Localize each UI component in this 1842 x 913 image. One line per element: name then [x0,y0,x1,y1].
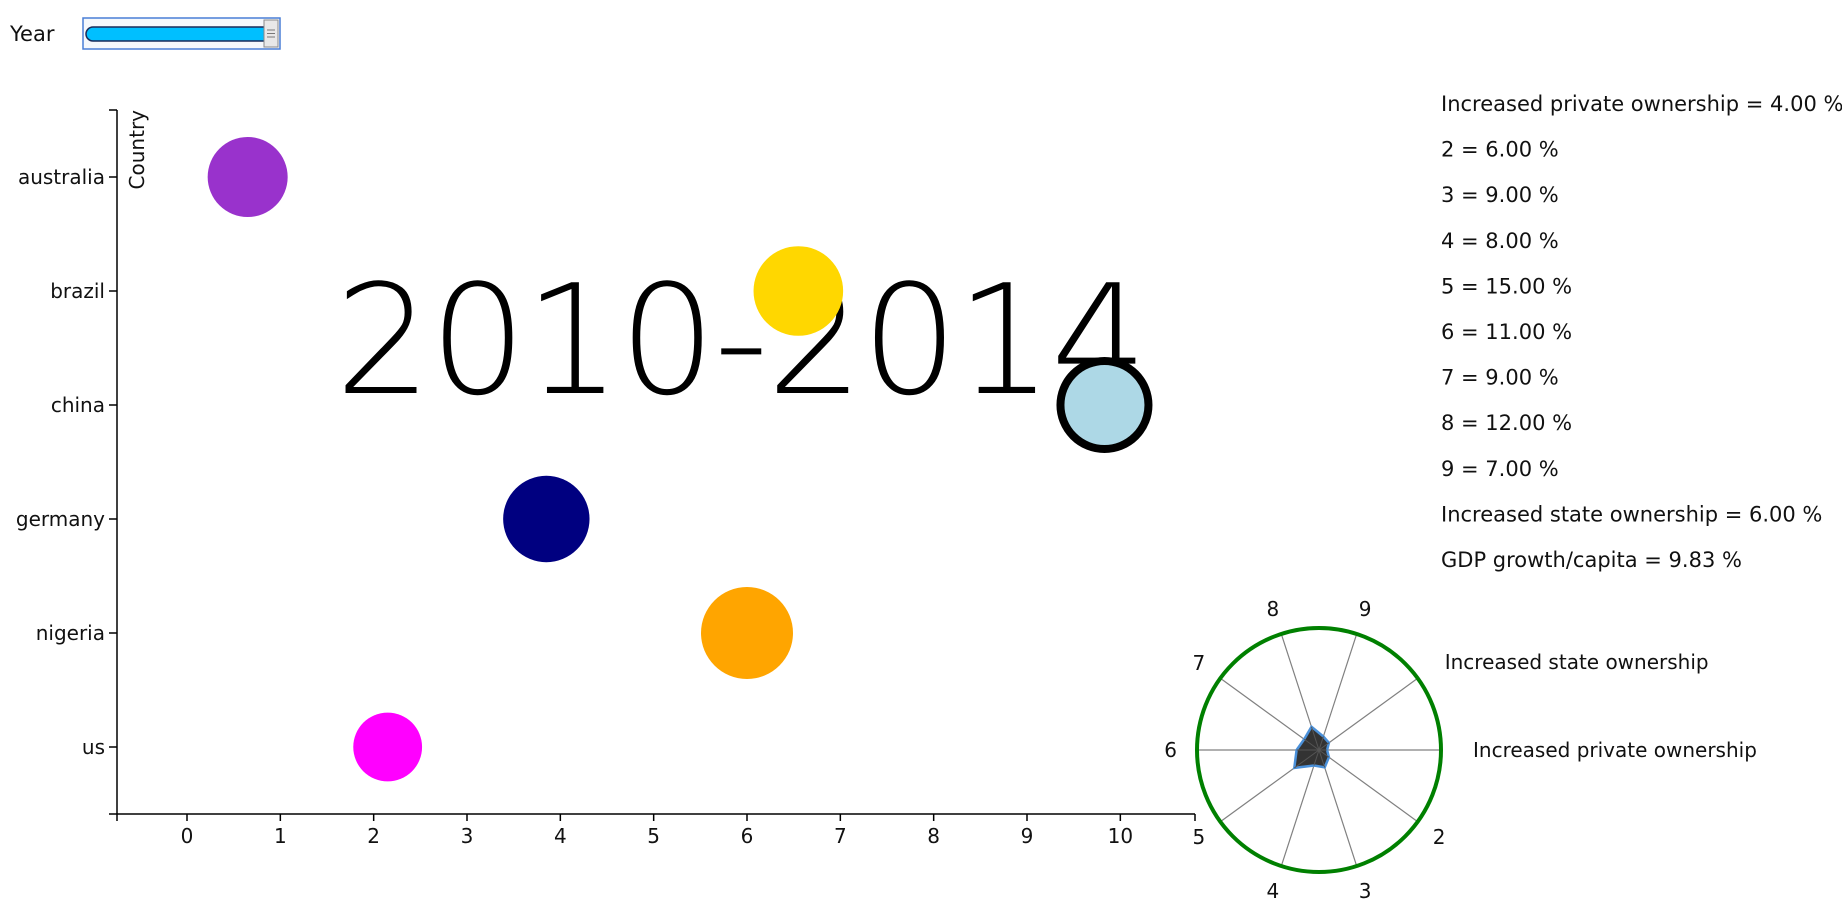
radar-inner-spoke [1313,749,1320,766]
x-tick-label: 1 [274,824,287,848]
radar-inner-spoke [1318,749,1330,758]
readout-line: 9 = 7.00 % [1441,457,1559,481]
x-tick-label: 7 [834,824,847,848]
year-slider-thumb[interactable] [263,19,279,48]
radar-axis-label: Increased state ownership [1445,650,1709,674]
x-axis: 0 1 2 3 4 5 6 7 8 9 10 [116,813,1196,848]
radar-axis-label: Increased private ownership [1473,738,1757,762]
x-tick-label: 2 [367,824,380,848]
readout-line: Increased private ownership = 4.00 % [1441,92,1842,116]
y-tick-label-us: us [82,735,105,759]
readout-line: 4 = 8.00 % [1441,229,1559,253]
readout-line: 6 = 11.00 % [1441,320,1572,344]
readout-line: 8 = 12.00 % [1441,411,1572,435]
y-tick-label-brazil: brazil [50,279,105,303]
x-tick-label: 5 [647,824,660,848]
radar-axis-label: 5 [1193,825,1206,849]
year-label: Year [9,22,55,46]
y-axis: australia brazil china germany nigeria us [16,109,118,815]
y-tick-label-china: china [51,393,105,417]
readout-line: 2 = 6.00 % [1441,138,1559,162]
radar-chart: Increased private ownership 2 3 4 5 6 7 8 9 Incre… [1164,597,1757,903]
radar-axis-label: 3 [1359,879,1372,903]
radar-inner-spoke [1318,749,1326,768]
radar-inner-spoke [1294,749,1320,769]
x-tick-label: 4 [554,824,567,848]
bubble-us[interactable] [353,712,423,782]
bubble-china[interactable] [1056,357,1153,453]
radar-inner-spoke [1303,738,1320,751]
x-tick-label: 0 [181,824,194,848]
bubble-nigeria[interactable] [701,587,793,679]
radar-polygon [1292,724,1331,770]
y-tick-label-germany: germany [16,507,105,531]
readout-line: GDP growth/capita = 9.83 % [1441,548,1742,572]
radar-spoke [1318,633,1358,751]
year-slider-track[interactable] [85,26,272,42]
readout-line: 7 = 9.00 % [1441,366,1559,390]
readout-line: 5 = 15.00 % [1441,274,1572,298]
period-overlay-text: 2010-2014 [335,252,1146,429]
radar-spoke [1318,677,1419,751]
bubble-series [207,137,1153,782]
y-tick-label-australia: australia [18,165,105,189]
value-readouts: Increased private ownership = 4.00 % 2 = … [1441,92,1842,572]
readout-line: 3 = 9.00 % [1441,183,1559,207]
x-tick-label: 3 [461,824,474,848]
bubble-australia[interactable] [207,137,288,217]
radar-inner-spoke [1318,742,1330,751]
radar-axis-label: 6 [1164,738,1177,762]
x-tick-label: 8 [927,824,940,848]
readout-line: Increased state ownership = 6.00 % [1441,502,1822,526]
bubble-brazil[interactable] [753,246,844,336]
x-tick-label: 10 [1108,824,1133,848]
radar-spoke [1280,749,1320,867]
radar-spoke [1318,749,1358,867]
radar-spoke [1318,749,1419,823]
bubble-germany[interactable] [503,475,590,563]
y-axis-title: Country [125,110,149,190]
x-tick-label: 6 [741,824,754,848]
y-tick-label-nigeria: nigeria [36,621,105,645]
year-control: Year [9,17,281,50]
scatter-plot: australia brazil china germany nigeria us 0 1 2… [16,109,1196,848]
radar-axis-label: 8 [1267,597,1280,621]
x-tick-label: 9 [1021,824,1034,848]
radar-axis-label: 7 [1193,651,1206,675]
radar-inner-spoke [1318,736,1324,751]
radar-spoke [1219,677,1320,751]
radar-inner-spoke [1310,726,1320,751]
radar-axis-label: 4 [1267,879,1280,903]
radar-axis-label: 9 [1359,597,1372,621]
radar-axis-label: 2 [1433,825,1446,849]
radar-ring [1195,626,1443,874]
year-slider[interactable] [82,17,281,50]
